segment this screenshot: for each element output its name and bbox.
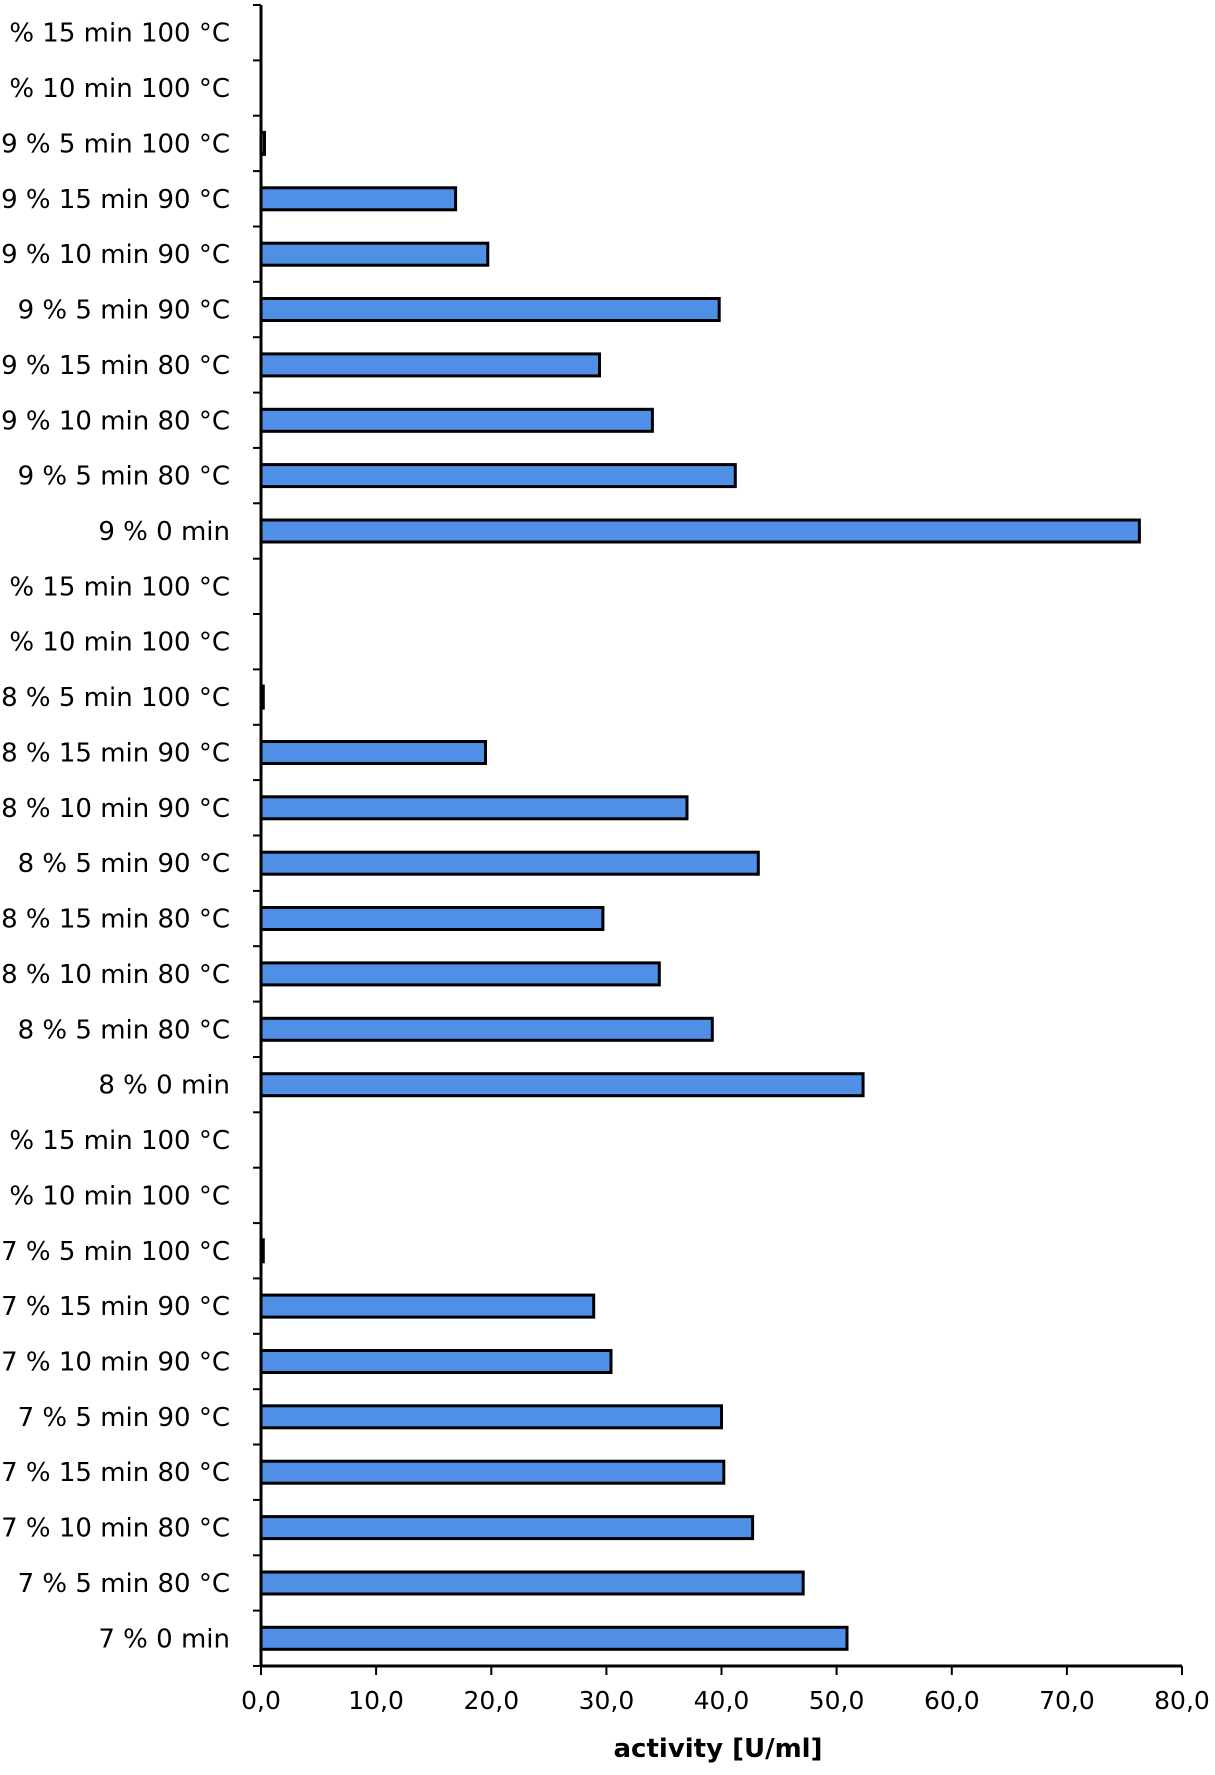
category-label: 9 % 10 min 90 °C [1, 240, 230, 270]
category-label: 9 % 10 min 80 °C [1, 406, 230, 436]
bar [259, 1072, 865, 1098]
category-label: 7 % 5 min 90 °C [18, 1403, 230, 1433]
x-tick-label: 60,0 [924, 1686, 980, 1715]
category-label: 9 % 5 min 90 °C [18, 296, 230, 326]
x-tick-label: 10,0 [348, 1686, 404, 1715]
bar [259, 961, 661, 987]
x-tick-label: 0,0 [241, 1686, 281, 1715]
category-label: 9 % 10 min 100 °C [0, 74, 230, 104]
bar [259, 463, 737, 489]
bar [259, 795, 689, 821]
category-label: 7 % 10 min 80 °C [1, 1514, 230, 1544]
bar [259, 1515, 755, 1541]
category-label: 7 % 15 min 90 °C [1, 1292, 230, 1322]
category-label: 7 % 10 min 90 °C [1, 1348, 230, 1378]
category-label: 8 % 10 min 100 °C [0, 628, 230, 658]
bar [259, 1404, 723, 1430]
bar [259, 850, 760, 876]
x-tick-label: 30,0 [579, 1686, 635, 1715]
x-tick-label: 50,0 [809, 1686, 865, 1715]
x-tick-label: 40,0 [694, 1686, 750, 1715]
bar [259, 518, 1141, 544]
x-axis-title: activity [U/ml] [614, 1734, 823, 1764]
bar [259, 906, 605, 931]
category-label: 7 % 5 min 80 °C [18, 1569, 230, 1599]
axes-layer [253, 4, 1183, 1675]
bar [259, 186, 458, 212]
bar [259, 1570, 805, 1596]
category-label: 9 % 5 min 80 °C [18, 462, 230, 492]
category-label: 7 % 15 min 80 °C [1, 1458, 230, 1488]
category-label: 8 % 0 min [98, 1071, 230, 1101]
x-tick-label: 20,0 [463, 1686, 519, 1715]
category-label: 7 % 15 min 100 °C [0, 1126, 230, 1156]
category-label: 7 % 10 min 100 °C [0, 1181, 230, 1211]
bar [259, 1016, 714, 1042]
bar [259, 297, 721, 322]
category-label: 9 % 0 min [98, 517, 230, 547]
bar [259, 740, 487, 765]
bar [259, 407, 654, 433]
category-label: 8 % 5 min 90 °C [18, 849, 230, 879]
category-label: 8 % 10 min 90 °C [1, 794, 230, 824]
category-label: 8 % 5 min 100 °C [1, 683, 230, 713]
category-label: 8 % 5 min 80 °C [18, 1015, 230, 1045]
category-label: 8 % 10 min 80 °C [1, 960, 230, 990]
bar [259, 352, 601, 378]
x-tick-label: 70,0 [1039, 1686, 1095, 1715]
category-label: 8 % 15 min 90 °C [1, 739, 230, 769]
category-label: 8 % 15 min 80 °C [1, 905, 230, 935]
bar [259, 1293, 596, 1319]
x-tick-label: 80,0 [1154, 1686, 1210, 1715]
bar [259, 1625, 849, 1651]
labels-layer: 9 % 15 min 100 °C 9 % 10 min 100 °C 9 % 5 … [0, 19, 1210, 1715]
bars-layer [259, 130, 1141, 1651]
category-label: 7 % 0 min [98, 1624, 230, 1654]
bar [259, 241, 490, 267]
category-label: 8 % 15 min 100 °C [0, 572, 230, 602]
category-label: 9 % 5 min 100 °C [1, 129, 230, 159]
bar [259, 1459, 726, 1485]
category-label: 9 % 15 min 80 °C [1, 351, 230, 381]
category-label: 9 % 15 min 90 °C [1, 185, 230, 215]
bar [259, 1349, 613, 1374]
category-label: 7 % 5 min 100 °C [1, 1237, 230, 1267]
category-label: 9 % 15 min 100 °C [0, 19, 230, 49]
